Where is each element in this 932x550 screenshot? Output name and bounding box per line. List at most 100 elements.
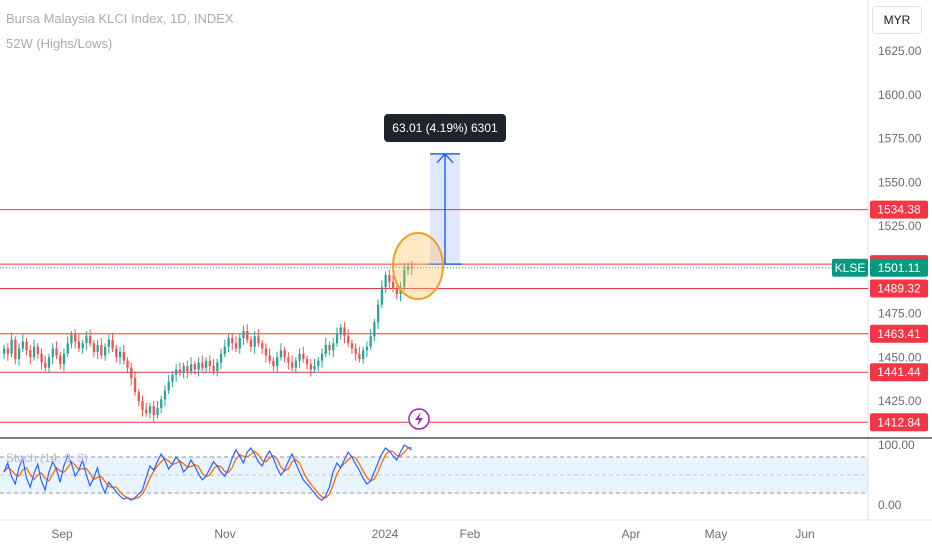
candle-body [89, 336, 92, 344]
candle-body [365, 346, 369, 351]
candle-body [238, 338, 241, 349]
candle-body [92, 343, 96, 352]
candle-body [335, 334, 339, 344]
candle-body [115, 348, 118, 358]
candle-body [122, 352, 125, 361]
currency-button[interactable]: MYR [872, 6, 922, 34]
candle-body [208, 360, 211, 366]
candle-body [380, 287, 384, 305]
candle-body [25, 341, 28, 351]
candle-body [152, 406, 155, 415]
last-price-label: 1501.11 [878, 261, 921, 275]
last-price-tag [870, 258, 928, 277]
candle-body [190, 364, 193, 372]
candle-body [51, 348, 54, 358]
highlight-circle [392, 232, 444, 300]
time-axis-label: 2024 [372, 527, 399, 541]
time-axis-label: Feb [460, 527, 481, 541]
candle-body [253, 336, 256, 347]
candle-body [264, 348, 268, 356]
candle-body [290, 362, 294, 368]
stoch-d-line [3, 446, 412, 500]
candle-body [100, 345, 103, 356]
candle-body [175, 369, 178, 375]
candle-body [298, 353, 301, 361]
candle-body [81, 343, 84, 349]
candle-body [40, 353, 43, 363]
candle-body [343, 327, 346, 337]
candle-body [324, 345, 327, 354]
stoch-label: Stoch (14, 3, 3) [6, 451, 89, 465]
candle-body [249, 339, 253, 347]
candle-body [261, 343, 264, 349]
candle-body [36, 346, 39, 354]
level-price-label: 1412.84 [877, 415, 921, 429]
level-price-label: 1534.38 [877, 203, 921, 217]
candle-body [163, 390, 167, 400]
candle-body [279, 350, 283, 358]
price-tick-label: 1425.00 [878, 394, 922, 408]
level-price-tag [870, 363, 928, 382]
candle-body [332, 343, 335, 351]
symbol-badge-label: KLSE [835, 261, 866, 275]
time-axis-label: May [705, 527, 728, 541]
candle-body [212, 366, 215, 372]
candle-body [391, 282, 395, 289]
time-axis-label: Sep [51, 527, 73, 541]
candle-body [384, 275, 387, 288]
chart-title: Bursa Malaysia KLCI Index, 1D, INDEX [6, 11, 234, 26]
candle-body [145, 409, 148, 414]
candle-body [156, 408, 159, 415]
stoch-tick-label: 0.00 [878, 498, 902, 512]
candle-body [6, 348, 10, 354]
price-tick-label: 1475.00 [878, 307, 922, 321]
candle-body [21, 341, 24, 349]
candle-body [167, 381, 170, 391]
candle-body [85, 336, 88, 344]
candle-body [305, 359, 309, 365]
level-price-label: 1441.44 [877, 365, 921, 379]
candle-body [276, 357, 279, 366]
candle-body [197, 362, 200, 370]
candle-body [74, 334, 77, 342]
candle-body [242, 331, 245, 338]
candle-body [204, 360, 208, 368]
candle-body [133, 378, 137, 393]
time-axis-label: Jun [795, 527, 814, 541]
candle-body [3, 348, 6, 354]
candle-body [62, 353, 66, 365]
candle-body [14, 339, 17, 359]
candle-body [354, 348, 357, 354]
candle-body [246, 331, 249, 340]
candle-body [317, 360, 320, 366]
candle-body [309, 364, 312, 370]
candle-body [328, 345, 331, 351]
candle-body [377, 304, 380, 323]
candle-body [182, 366, 185, 373]
candle-body [302, 353, 305, 359]
candle-body [70, 334, 73, 344]
candle-body [77, 341, 81, 349]
candle-body [141, 401, 144, 410]
candle-body [362, 350, 365, 359]
candle-body [223, 346, 226, 354]
candle-body [231, 338, 234, 344]
candle-body [130, 367, 133, 379]
candle-body [178, 369, 182, 373]
candle-body [216, 362, 219, 372]
level-price-tag [870, 413, 928, 432]
candle-body [118, 352, 122, 358]
candle-body [201, 362, 204, 368]
lightning-icon [408, 408, 430, 430]
candle-body [283, 350, 286, 358]
price-tick-label: 1525.00 [878, 219, 922, 233]
candle-body [193, 364, 197, 370]
candle-body [103, 346, 107, 356]
candle-body [369, 336, 372, 347]
candle-body [373, 322, 376, 337]
candle-body [32, 346, 36, 358]
candle-body [66, 343, 69, 354]
candle-body [44, 362, 47, 368]
candle-body [347, 336, 350, 344]
